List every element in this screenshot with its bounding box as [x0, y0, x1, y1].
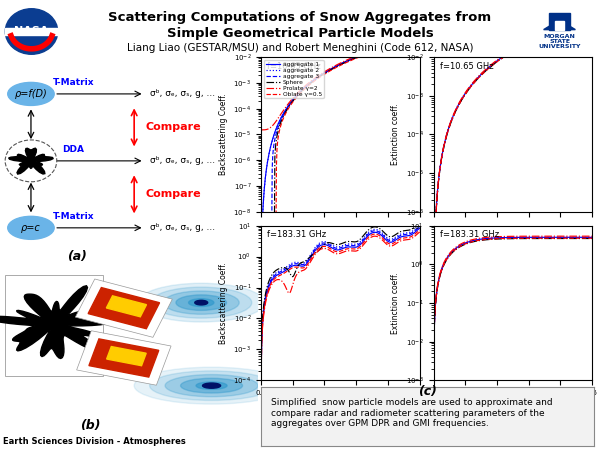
Ellipse shape [138, 283, 265, 322]
Ellipse shape [134, 367, 289, 404]
Bar [5, 275, 103, 376]
Text: ρ=c: ρ=c [21, 223, 41, 233]
Text: STATE: STATE [549, 39, 570, 44]
Text: f=10.65 GHz: f=10.65 GHz [440, 62, 493, 71]
Text: T-Matrix: T-Matrix [53, 212, 94, 220]
Polygon shape [0, 286, 112, 359]
Bar [549, 13, 570, 30]
Circle shape [5, 9, 58, 54]
Text: Liang Liao (GESTAR/MSU) and Robert Meneghini (Code 612, NASA): Liang Liao (GESTAR/MSU) and Robert Meneg… [127, 43, 473, 53]
Y-axis label: Extinction coeff.: Extinction coeff. [391, 104, 400, 165]
Text: (a): (a) [67, 250, 88, 263]
Ellipse shape [151, 287, 252, 318]
Text: DDA: DDA [62, 144, 85, 153]
Ellipse shape [149, 371, 274, 400]
Legend: aggregate 1, aggregate 2, aggregate 3, Sphere, Prolate γ=2, Oblate γ=0.5: aggregate 1, aggregate 2, aggregate 3, S… [264, 60, 323, 99]
X-axis label: Equivalent ice diameter (mm): Equivalent ice diameter (mm) [455, 401, 570, 410]
Text: f=183.31 GHz: f=183.31 GHz [268, 230, 326, 239]
Text: T-Matrix: T-Matrix [53, 77, 94, 86]
Polygon shape [88, 288, 160, 329]
Text: MORGAN: MORGAN [544, 34, 575, 39]
Polygon shape [76, 279, 172, 338]
Text: (b): (b) [80, 419, 101, 432]
Ellipse shape [163, 291, 239, 314]
Polygon shape [8, 148, 53, 174]
Ellipse shape [188, 299, 214, 306]
Ellipse shape [181, 378, 242, 393]
Text: Simplified  snow particle models are used to approximate and
compare radar and r: Simplified snow particle models are used… [271, 398, 553, 428]
Ellipse shape [196, 382, 227, 389]
X-axis label: Equivalent ice diameter (mm): Equivalent ice diameter (mm) [283, 401, 398, 410]
Text: Compare: Compare [145, 189, 200, 199]
Ellipse shape [195, 300, 208, 305]
Text: ρ=f(D): ρ=f(D) [14, 89, 47, 99]
Ellipse shape [176, 295, 227, 310]
Text: σᵇ, σₑ, σₛ, g, ...: σᵇ, σₑ, σₛ, g, ... [149, 157, 215, 166]
Text: f=10.65 GHz: f=10.65 GHz [268, 62, 321, 71]
Text: Simple Geometrical Particle Models: Simple Geometrical Particle Models [167, 27, 433, 40]
Ellipse shape [203, 383, 221, 388]
Polygon shape [544, 20, 575, 30]
Ellipse shape [8, 216, 54, 239]
Text: (c): (c) [418, 385, 437, 398]
Polygon shape [77, 331, 171, 385]
Text: σᵇ, σₑ, σₛ, g, ...: σᵇ, σₑ, σₛ, g, ... [149, 90, 215, 99]
Y-axis label: Backscattering Coeff.: Backscattering Coeff. [219, 94, 228, 176]
Bar [5, 28, 58, 35]
Y-axis label: Backscattering Coeff.: Backscattering Coeff. [219, 262, 228, 344]
Polygon shape [89, 339, 159, 377]
Y-axis label: Extinction coeff.: Extinction coeff. [391, 272, 400, 334]
Ellipse shape [8, 82, 54, 105]
Bar [556, 21, 563, 30]
Text: Compare: Compare [145, 122, 200, 132]
Text: NASA: NASA [14, 26, 49, 36]
Text: σᵇ, σₑ, σₛ, g, ...: σᵇ, σₑ, σₛ, g, ... [149, 223, 215, 232]
Ellipse shape [165, 374, 258, 397]
Polygon shape [106, 296, 146, 317]
Polygon shape [107, 346, 146, 366]
Text: UNIVERSITY: UNIVERSITY [538, 44, 581, 49]
Text: Scattering Computations of Snow Aggregates from: Scattering Computations of Snow Aggregat… [109, 11, 491, 24]
Text: f=183.31 GHz: f=183.31 GHz [440, 230, 499, 239]
Text: Earth Sciences Division - Atmospheres: Earth Sciences Division - Atmospheres [3, 437, 186, 446]
